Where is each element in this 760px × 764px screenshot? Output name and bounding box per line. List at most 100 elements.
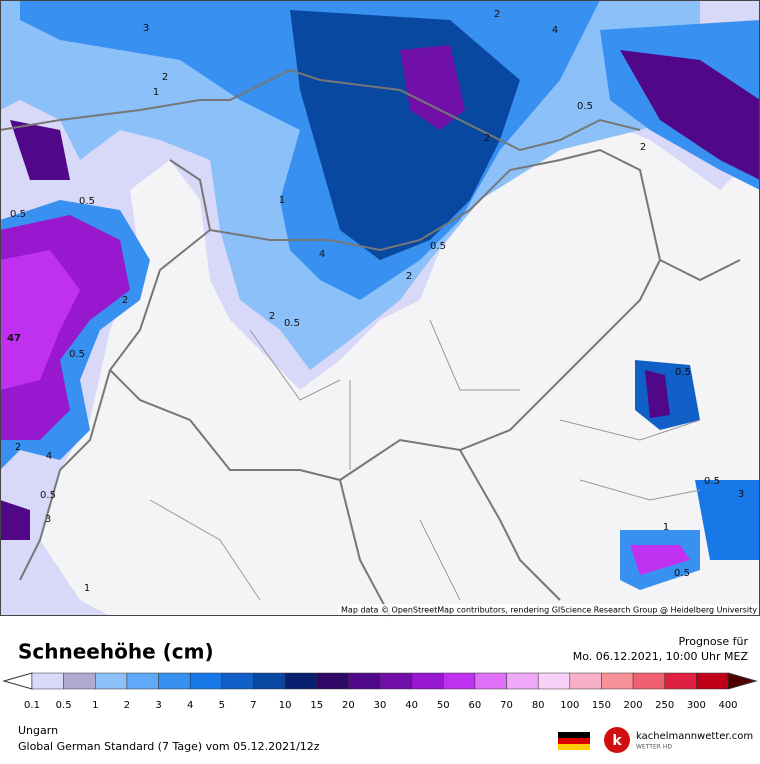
- snow-area: [645, 370, 670, 418]
- contour-label: 4: [46, 451, 52, 462]
- contour-label: 0.5: [674, 568, 690, 579]
- legend-tick-label: 70: [500, 700, 513, 711]
- brand-name: kachelmannwetter.com: [636, 731, 753, 742]
- contour-label: 2: [484, 133, 490, 144]
- legend-tick-label: 40: [405, 700, 418, 711]
- snow-area: [630, 545, 690, 575]
- forecast-label: Prognose für: [679, 635, 749, 648]
- legend-tick-label: 7: [250, 700, 256, 711]
- legend-tick-label: 3: [155, 700, 161, 711]
- legend-tick-label: 80: [532, 700, 545, 711]
- legend-tick-label: 2: [124, 700, 130, 711]
- legend-tick-label: 300: [687, 700, 706, 711]
- contour-label: 2: [640, 142, 646, 153]
- legend-swatch: [379, 672, 412, 690]
- contour-label: 4: [319, 249, 325, 260]
- regions: [149, 319, 701, 601]
- legend-swatch: [189, 672, 223, 690]
- snow-area: [0, 500, 30, 540]
- snow-area: [400, 45, 465, 130]
- legend-swatch: [474, 672, 507, 690]
- contour-label: 0.5: [79, 196, 95, 207]
- legend-tick-label: 200: [624, 700, 643, 711]
- attribution-bg: [338, 604, 760, 616]
- legend-swatch: [31, 672, 64, 690]
- contour-label: 3: [45, 514, 51, 525]
- contour-label: 0.5: [704, 476, 720, 487]
- legend-tick-label: 0.5: [56, 700, 72, 711]
- contour-label: 2: [122, 295, 128, 306]
- legend-tick-label: 100: [560, 700, 579, 711]
- legend-swatch: [664, 672, 697, 690]
- contour-label: 2: [494, 9, 500, 20]
- legend-tick-label: 0.1: [24, 700, 40, 711]
- snow-area: [695, 480, 760, 560]
- attribution: Map data © OpenStreetMap contributors, r…: [341, 606, 757, 615]
- contour-label: 0.5: [430, 241, 446, 252]
- legend-tick-label: 4: [187, 700, 193, 711]
- model: Global German Standard (7 Tage) vom 05.1…: [18, 740, 320, 753]
- legend-swatch: [506, 672, 539, 690]
- legend-title: Schneehöhe (cm): [18, 640, 214, 664]
- contour-label: 1: [663, 522, 669, 533]
- contour-label: 3: [143, 23, 149, 34]
- legend-swatch: [537, 672, 571, 690]
- forecast-time: Mo. 06.12.2021, 10:00 Uhr MEZ: [573, 650, 749, 663]
- legend-tick-label: 150: [592, 700, 611, 711]
- legend-swatch: [221, 672, 254, 690]
- legend-swatch: [253, 672, 286, 690]
- legend-swatch: [632, 672, 665, 690]
- legend-swatch: [443, 672, 476, 690]
- snow-area: [290, 10, 520, 260]
- contour-label: 0.5: [40, 490, 56, 501]
- snow-area: [10, 120, 70, 180]
- legend-tick-label: 15: [310, 700, 323, 711]
- contour-label: 1: [84, 583, 90, 594]
- legend-swatch: [63, 672, 96, 690]
- contour-label: 0.5: [69, 349, 85, 360]
- map: 321240.521420.520.50.50.52470.5240.5310.…: [0, 0, 760, 617]
- legend-swatch: [126, 672, 159, 690]
- legend-swatch: [601, 672, 634, 690]
- contour-label: 2: [406, 271, 412, 282]
- legend-swatch: [348, 672, 381, 690]
- brand-logo-k: k: [612, 733, 622, 749]
- legend-swatch: [569, 672, 602, 690]
- contour-label: 2: [15, 442, 21, 453]
- legend-tick-label: 1: [92, 700, 98, 711]
- legend-tick-label: 30: [374, 700, 387, 711]
- legend-tick-label: 60: [469, 700, 482, 711]
- legend-tick-label: 50: [437, 700, 450, 711]
- brand-sub: WETTER HD: [636, 744, 672, 751]
- contour-label: 1: [153, 87, 159, 98]
- snow-area: [0, 250, 80, 390]
- brand-logo: [604, 727, 630, 753]
- contour-label: 2: [269, 311, 275, 322]
- contour-label: 0.5: [284, 318, 300, 329]
- legend-swatch: [284, 672, 317, 690]
- snow-area: [620, 50, 760, 180]
- contour-label: 1: [279, 195, 285, 206]
- over-arrow: [727, 672, 758, 690]
- legend-swatch: [316, 672, 349, 690]
- contour-label: 0.5: [577, 101, 593, 112]
- contour-label: 3: [738, 489, 744, 500]
- contour-label: 2: [162, 72, 168, 83]
- legend-tick-label: 250: [655, 700, 674, 711]
- contour-label: 47: [7, 333, 21, 344]
- contour-label: 4: [552, 25, 558, 36]
- borders: [0, 68, 741, 617]
- under-arrow: [2, 672, 33, 690]
- legend-tick-label: 5: [219, 700, 225, 711]
- region: Ungarn: [18, 724, 58, 737]
- contour-label: 0.5: [675, 367, 691, 378]
- legend-swatch: [411, 672, 444, 690]
- contour-label: 0.5: [10, 209, 26, 220]
- legend-swatch: [95, 672, 128, 690]
- legend-swatch: [696, 672, 729, 690]
- legend-tick-label: 400: [718, 700, 737, 711]
- flag: [558, 732, 590, 750]
- legend-tick-label: 20: [342, 700, 355, 711]
- legend-swatch: [158, 672, 191, 690]
